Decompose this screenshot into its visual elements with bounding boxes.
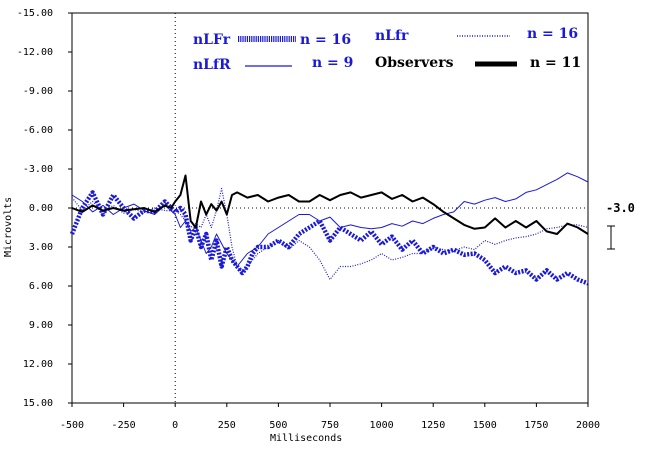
legend-n-nlfr: n = 16 (527, 26, 578, 42)
series-line-nlfr (69, 190, 589, 286)
x-tick-label: 1500 (473, 420, 497, 431)
y-tick-label: 0.00 (29, 203, 53, 214)
series-line-nlfr (71, 187, 589, 281)
y-tick-label: 3.00 (29, 242, 53, 253)
x-tick-label: 1750 (524, 420, 548, 431)
legend-label-nlfr: nLFr (193, 32, 231, 48)
y-tick-label: 6.00 (29, 281, 53, 292)
x-tick-label: 500 (269, 420, 287, 431)
x-tick-label: 250 (218, 420, 236, 431)
y-tick-label: -9.00 (23, 86, 53, 97)
x-tick-label: 1250 (421, 420, 445, 431)
series-line-observers (71, 174, 589, 235)
x-tick-label: 1000 (370, 420, 394, 431)
legend-label-nlfr: nLfR (193, 57, 231, 73)
y-tick-label: -15.00 (17, 8, 53, 19)
x-tick-label: -250 (112, 420, 136, 431)
plot-border (71, 12, 589, 404)
y-tick-label: -12.00 (17, 47, 53, 58)
y-tick-label: 15.00 (23, 398, 53, 409)
y-tick-label: 12.00 (23, 359, 53, 370)
x-axis-label: Milliseconds (270, 433, 342, 444)
y-tick-label: -3.00 (23, 164, 53, 175)
y-axis-label: Microvolts (3, 197, 14, 257)
x-tick-label: -500 (60, 420, 84, 431)
legend-label-nlfr: nLfr (375, 28, 409, 44)
x-tick-label: 2000 (576, 420, 600, 431)
legend-label-observers: Observers (375, 55, 454, 71)
series-line-nlfr (71, 172, 589, 267)
legend-n-nlfr: n = 16 (300, 32, 351, 48)
legend-n-observers: n = 11 (530, 55, 581, 71)
x-tick-label: 0 (172, 420, 178, 431)
scale-bar-label: -3.0 (606, 201, 635, 215)
y-tick-label: 9.00 (29, 320, 53, 331)
y-tick-label: -6.00 (23, 125, 53, 136)
legend-n-nlfr: n = 9 (312, 55, 353, 71)
x-tick-label: 750 (321, 420, 339, 431)
